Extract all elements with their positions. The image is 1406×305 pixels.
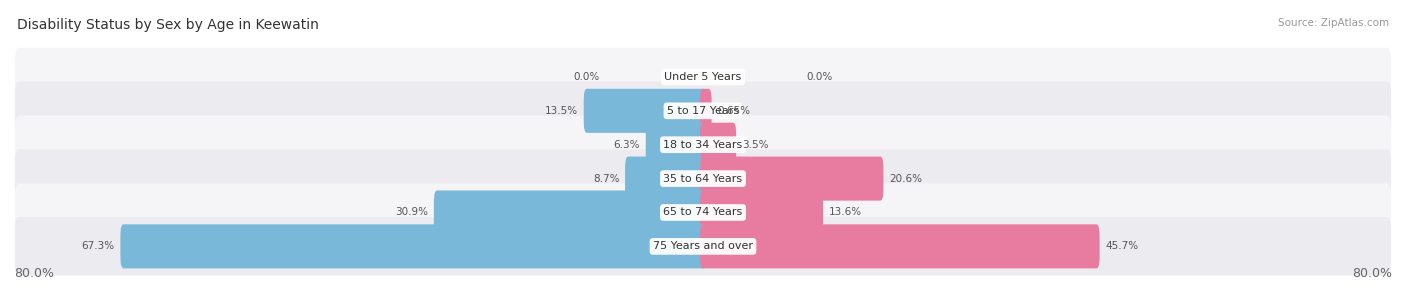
Text: 65 to 74 Years: 65 to 74 Years	[664, 207, 742, 217]
Text: 35 to 64 Years: 35 to 64 Years	[664, 174, 742, 184]
Text: 30.9%: 30.9%	[395, 207, 429, 217]
Text: 13.6%: 13.6%	[828, 207, 862, 217]
Text: 0.0%: 0.0%	[807, 72, 832, 82]
Text: 8.7%: 8.7%	[593, 174, 620, 184]
FancyBboxPatch shape	[434, 190, 706, 235]
FancyBboxPatch shape	[700, 190, 823, 235]
FancyBboxPatch shape	[700, 224, 1099, 268]
FancyBboxPatch shape	[626, 156, 706, 201]
Legend: Male, Female: Male, Female	[640, 303, 766, 305]
Text: 80.0%: 80.0%	[14, 267, 53, 280]
Text: 6.3%: 6.3%	[613, 140, 640, 150]
FancyBboxPatch shape	[15, 183, 1391, 242]
FancyBboxPatch shape	[583, 89, 706, 133]
Text: 20.6%: 20.6%	[889, 174, 922, 184]
Text: 75 Years and over: 75 Years and over	[652, 241, 754, 251]
Text: 80.0%: 80.0%	[1353, 267, 1392, 280]
FancyBboxPatch shape	[700, 123, 737, 167]
FancyBboxPatch shape	[15, 149, 1391, 208]
Text: 18 to 34 Years: 18 to 34 Years	[664, 140, 742, 150]
Text: 67.3%: 67.3%	[82, 241, 115, 251]
Text: 45.7%: 45.7%	[1105, 241, 1139, 251]
FancyBboxPatch shape	[700, 156, 883, 201]
Text: Source: ZipAtlas.com: Source: ZipAtlas.com	[1278, 18, 1389, 28]
FancyBboxPatch shape	[15, 217, 1391, 275]
Text: Under 5 Years: Under 5 Years	[665, 72, 741, 82]
Text: 3.5%: 3.5%	[742, 140, 768, 150]
Text: 5 to 17 Years: 5 to 17 Years	[666, 106, 740, 116]
FancyBboxPatch shape	[645, 123, 706, 167]
Text: 0.0%: 0.0%	[574, 72, 599, 82]
FancyBboxPatch shape	[15, 48, 1391, 106]
Text: Disability Status by Sex by Age in Keewatin: Disability Status by Sex by Age in Keewa…	[17, 18, 319, 32]
Text: 13.5%: 13.5%	[546, 106, 578, 116]
FancyBboxPatch shape	[15, 116, 1391, 174]
FancyBboxPatch shape	[15, 82, 1391, 140]
Text: 0.65%: 0.65%	[717, 106, 751, 116]
FancyBboxPatch shape	[700, 89, 711, 133]
FancyBboxPatch shape	[121, 224, 706, 268]
